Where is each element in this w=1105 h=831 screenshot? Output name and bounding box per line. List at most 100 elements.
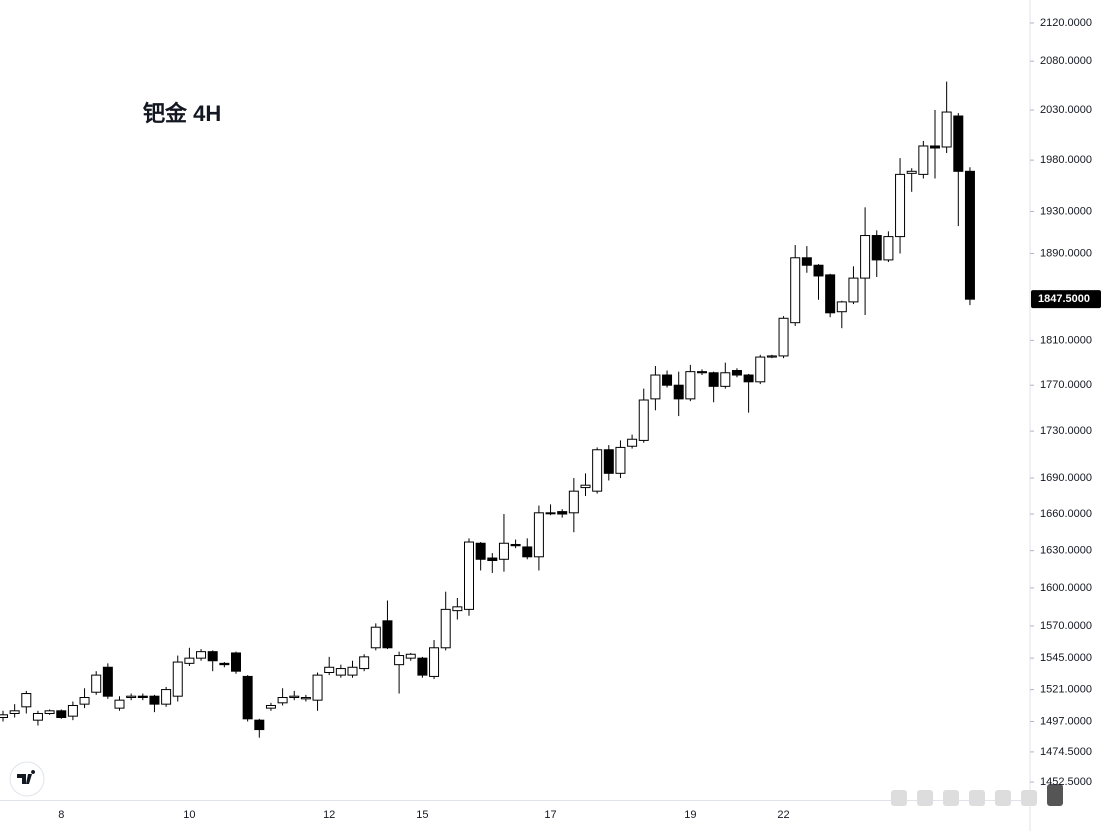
- candle-body: [627, 438, 638, 447]
- y-tick-label: 1770.0000: [1040, 379, 1092, 391]
- candle: [603, 445, 614, 481]
- y-tick-label: 1452.5000: [1040, 776, 1092, 788]
- candle-body: [871, 235, 882, 261]
- candle-body: [662, 374, 673, 386]
- candle: [56, 709, 67, 719]
- candle-body: [731, 370, 742, 376]
- candle: [44, 709, 55, 715]
- candle: [452, 597, 463, 620]
- candle-body: [21, 693, 32, 708]
- candle: [277, 688, 288, 706]
- candle-body: [743, 374, 754, 383]
- candle: [755, 354, 766, 385]
- candle: [440, 591, 451, 651]
- candle-body: [580, 484, 591, 489]
- candle: [359, 654, 370, 672]
- candle-body: [766, 355, 777, 358]
- candle: [114, 696, 125, 711]
- candle-body: [359, 656, 370, 670]
- candle: [510, 539, 521, 549]
- candle: [405, 652, 416, 661]
- candle-body: [300, 697, 311, 700]
- x-tick-label: 10: [183, 809, 195, 821]
- candle-body: [137, 695, 148, 699]
- candle: [778, 316, 789, 359]
- candle-body: [172, 661, 183, 697]
- y-tick-label: 1810.0000: [1040, 334, 1092, 346]
- candle: [498, 514, 509, 572]
- candle: [697, 369, 707, 376]
- candle: [219, 662, 230, 668]
- candle: [964, 167, 975, 306]
- candle: [731, 368, 742, 378]
- candle: [265, 702, 276, 711]
- y-tick-label: 1660.0000: [1040, 508, 1092, 520]
- y-tick-label: 2120.0000: [1040, 17, 1092, 29]
- candle-body: [196, 651, 207, 659]
- candle: [300, 694, 311, 702]
- candle-body: [697, 371, 707, 374]
- candle-body: [464, 541, 474, 610]
- candle-body: [673, 384, 684, 400]
- candle-body: [883, 236, 894, 261]
- candle: [417, 656, 428, 678]
- candle: [91, 671, 102, 695]
- candle: [184, 647, 195, 666]
- candle-body: [895, 173, 906, 238]
- candle-body: [79, 697, 90, 705]
- candle-body: [813, 264, 824, 277]
- candle-body: [219, 662, 230, 666]
- candle: [79, 688, 90, 709]
- candle-body: [720, 372, 731, 387]
- candle: [708, 371, 719, 403]
- last-price-badge: [1031, 290, 1101, 309]
- candle: [289, 690, 300, 701]
- candle-body: [533, 512, 544, 558]
- candle: [568, 478, 579, 533]
- y-tick-label: 2030.0000: [1040, 104, 1092, 116]
- y-tick-label: 1521.0000: [1040, 683, 1092, 695]
- y-tick-label: 1570.0000: [1040, 620, 1092, 632]
- candle-body: [836, 301, 847, 313]
- y-tick-label: 1600.0000: [1040, 582, 1092, 594]
- candle-body: [32, 712, 43, 721]
- last-price-label: 1847.5000: [1038, 293, 1090, 305]
- candle-body: [347, 666, 358, 676]
- candle-body: [114, 699, 125, 709]
- candle: [312, 672, 323, 711]
- candle-body: [265, 704, 276, 709]
- x-tick-label: 15: [416, 809, 428, 821]
- candle: [382, 600, 393, 650]
- candle: [662, 370, 673, 388]
- candle-body: [161, 689, 172, 705]
- candle: [580, 473, 591, 496]
- candle-body: [568, 490, 579, 514]
- candle: [21, 690, 32, 714]
- candle-body: [102, 666, 113, 697]
- chart-title: 钯金 4H: [143, 101, 221, 126]
- candle: [685, 364, 696, 402]
- candle-body: [510, 543, 521, 547]
- candle-body: [557, 511, 568, 515]
- candle: [615, 440, 626, 479]
- candle-body: [708, 372, 719, 387]
- candle: [883, 231, 894, 263]
- candle-body: [184, 657, 195, 664]
- candle-body: [254, 719, 265, 731]
- candle-body: [778, 317, 789, 357]
- candle-body: [592, 449, 603, 492]
- candle: [836, 300, 847, 329]
- candle-body: [860, 235, 871, 279]
- candle-body: [382, 620, 393, 649]
- candle: [149, 694, 160, 713]
- candle-body: [615, 446, 626, 474]
- candle-body: [941, 111, 952, 148]
- candle: [545, 504, 556, 516]
- candle-body: [522, 546, 533, 558]
- candle-body: [790, 257, 801, 324]
- candle-body: [289, 695, 300, 699]
- y-tick-label: 1980.0000: [1040, 154, 1092, 166]
- y-tick-label: 1690.0000: [1040, 472, 1092, 484]
- candle-body: [545, 512, 556, 515]
